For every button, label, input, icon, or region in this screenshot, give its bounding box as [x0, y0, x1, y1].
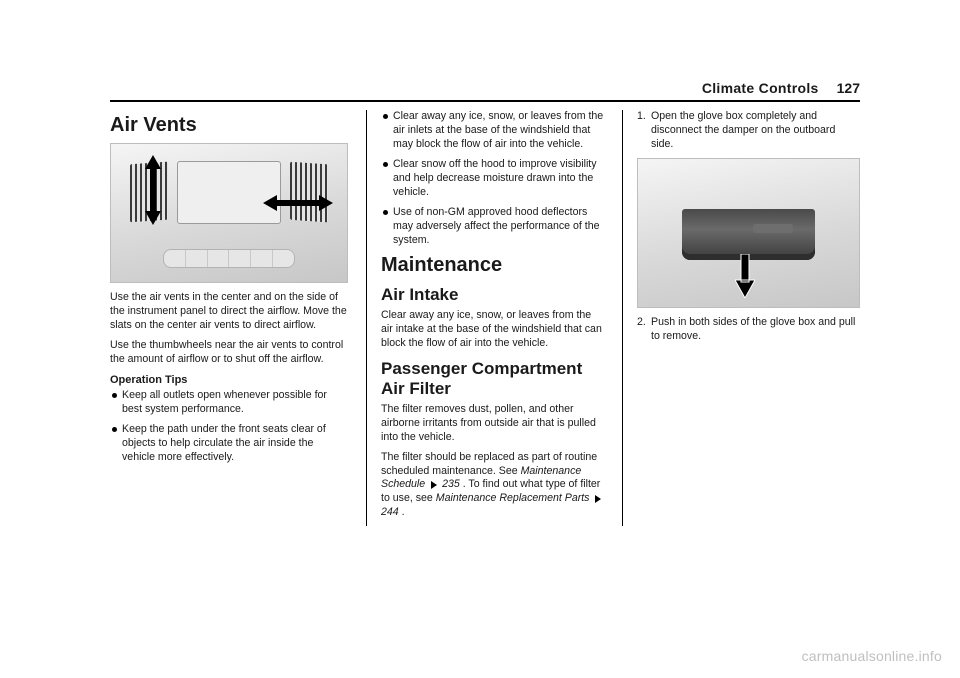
arrow-down-icon	[735, 254, 755, 298]
list-item: Push in both sides of the glove box and …	[637, 316, 860, 344]
glove-box-door	[682, 209, 815, 259]
column-2: Clear away any ice, snow, or leaves from…	[366, 110, 604, 526]
three-column-layout: Air Vents Use the air vents in the cente…	[110, 110, 860, 526]
cross-ref-page: 235	[442, 478, 460, 490]
vent-button-row	[163, 249, 295, 268]
operation-tips-list: Keep all outlets open whenever possible …	[110, 389, 348, 465]
list-item: Clear away any ice, snow, or leaves from…	[381, 110, 604, 152]
arrow-horizontal-icon	[263, 194, 333, 212]
list-item: Use of non-GM approved hood deflectors m…	[381, 206, 604, 248]
column-1: Air Vents Use the air vents in the cente…	[110, 110, 348, 526]
body-text: Use the thumbwheels near the air vents t…	[110, 339, 348, 367]
text: .	[402, 506, 405, 518]
glove-box-handle	[753, 224, 793, 233]
body-text-with-refs: The filter should be replaced as part of…	[381, 451, 604, 521]
body-text: Clear away any ice, snow, or leaves from…	[381, 309, 604, 351]
vent-grille-right-icon	[290, 162, 328, 223]
cross-ref-icon	[595, 495, 601, 503]
running-header: Climate Controls 127	[110, 80, 860, 102]
cross-ref-page: 244	[381, 506, 399, 518]
heading-air-vents: Air Vents	[110, 114, 348, 137]
list-item: Open the glove box completely and discon…	[637, 110, 860, 152]
list-item: Keep all outlets open whenever possible …	[110, 389, 348, 417]
body-text: Use the air vents in the center and on t…	[110, 291, 348, 333]
body-text: The filter removes dust, pollen, and oth…	[381, 403, 604, 445]
watermark: carmanualsonline.info	[802, 648, 942, 664]
run-in-heading: Operation Tips	[110, 373, 348, 388]
figure-glove-box	[637, 158, 860, 308]
procedure-steps: Open the glove box completely and discon…	[637, 110, 860, 152]
subheading-air-intake: Air Intake	[381, 285, 604, 305]
cross-ref-label: Maintenance Replacement Parts	[436, 492, 590, 504]
figure-air-vents	[110, 143, 348, 283]
subheading-cabin-filter: Passenger Compartment Air Filter	[381, 359, 604, 399]
manual-page: Climate Controls 127 Air Vents Use t	[110, 80, 860, 526]
cross-ref-icon	[431, 481, 437, 489]
chapter-title: Climate Controls	[702, 80, 819, 96]
list-item: Keep the path under the front seats clea…	[110, 423, 348, 465]
page-number: 127	[837, 80, 860, 96]
operation-tips-list-cont: Clear away any ice, snow, or leaves from…	[381, 110, 604, 248]
heading-maintenance: Maintenance	[381, 254, 604, 277]
vent-center-screen	[177, 161, 281, 224]
column-3: Open the glove box completely and discon…	[622, 110, 860, 526]
arrow-vertical-icon	[144, 155, 162, 225]
list-item: Clear snow off the hood to improve visib…	[381, 158, 604, 200]
procedure-steps-cont: Push in both sides of the glove box and …	[637, 316, 860, 344]
